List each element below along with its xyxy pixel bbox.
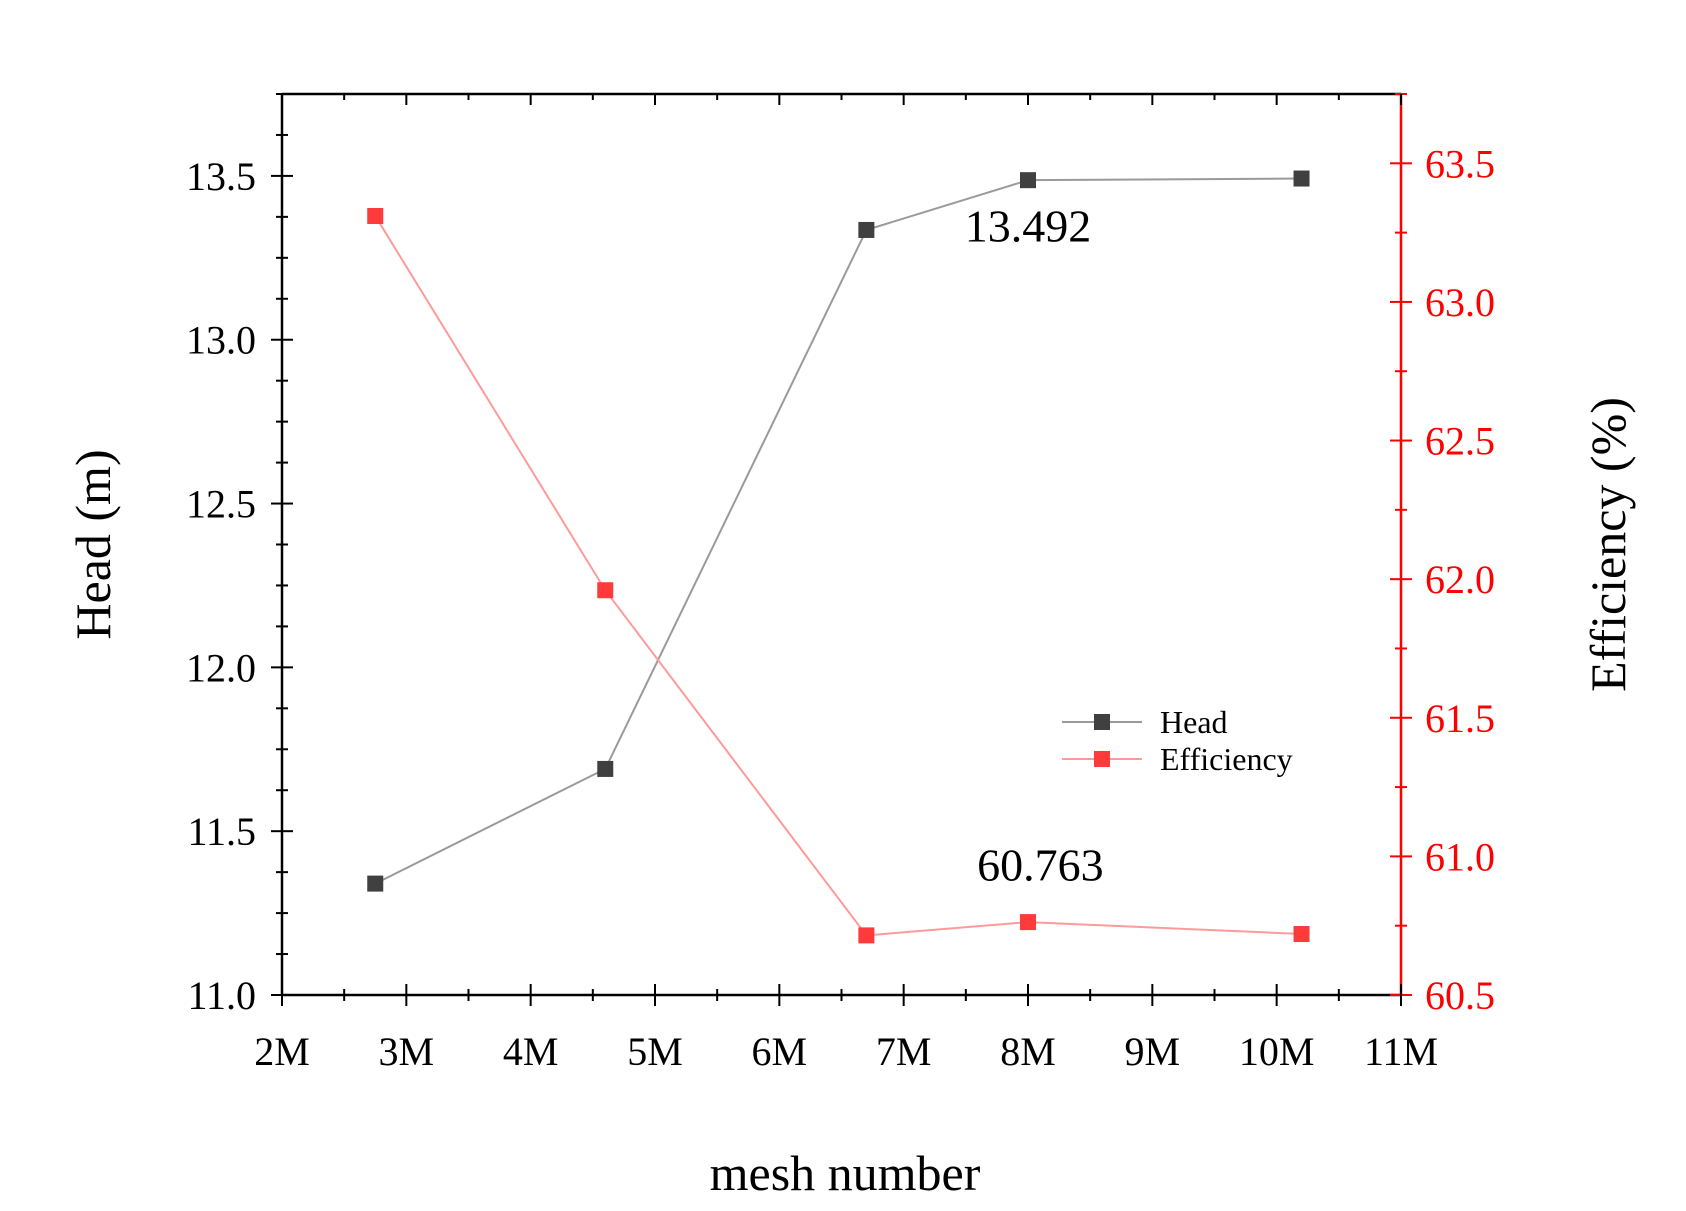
left-tick-label: 13.0 xyxy=(186,318,256,363)
right-tick-label: 63.0 xyxy=(1425,280,1495,325)
legend-marker-efficiency xyxy=(1094,751,1110,767)
data-point-head xyxy=(1020,172,1036,189)
data-point-head xyxy=(597,760,614,777)
data-point-efficiency xyxy=(1293,926,1310,943)
left-tick-label: 11.0 xyxy=(187,973,256,1018)
series-line-efficiency xyxy=(374,215,1302,937)
x-axis-title: mesh number xyxy=(710,1145,981,1201)
series-layer xyxy=(367,170,1310,944)
annotation-label: 13.492 xyxy=(965,200,1092,251)
left-tick-label: 12.0 xyxy=(186,645,256,690)
data-point-efficiency xyxy=(597,582,614,599)
data-point-efficiency xyxy=(1020,914,1036,931)
x-tick-label: 7M xyxy=(876,1029,932,1074)
x-tick-label: 5M xyxy=(627,1029,683,1074)
right-axis-title: Efficiency (%) xyxy=(1580,397,1636,692)
left-tick-label: 12.5 xyxy=(186,482,256,527)
right-tick-label: 63.5 xyxy=(1425,141,1495,186)
left-tick-label: 11.5 xyxy=(187,809,256,854)
left-axis-title: Head (m) xyxy=(65,449,121,639)
data-point-head xyxy=(1293,170,1310,187)
x-tick-label: 9M xyxy=(1125,1029,1181,1074)
x-tick-label: 2M xyxy=(254,1029,310,1074)
data-point-efficiency xyxy=(858,927,875,944)
legend-label: Efficiency xyxy=(1160,741,1293,777)
x-tick-label: 3M xyxy=(379,1029,435,1074)
legend-label: Head xyxy=(1160,704,1228,740)
right-tick-label: 61.5 xyxy=(1425,696,1495,741)
data-point-efficiency xyxy=(367,207,384,224)
data-point-head xyxy=(858,221,875,238)
right-tick-label: 62.5 xyxy=(1425,419,1495,464)
series-line-head xyxy=(374,177,1302,885)
left-tick-label: 13.5 xyxy=(186,154,256,199)
right-tick-label: 60.5 xyxy=(1425,973,1495,1018)
right-tick-label: 62.0 xyxy=(1425,557,1495,602)
x-tick-label: 10M xyxy=(1239,1029,1315,1074)
right-tick-label: 61.0 xyxy=(1425,834,1495,879)
data-point-head xyxy=(367,875,384,892)
labels-layer: 11.0 11.5 12.0 12.5 13.0 13.5 60.5 61.0 61.5 62.0… xyxy=(65,141,1636,1201)
x-tick-label: 8M xyxy=(1000,1029,1056,1074)
x-tick-label: 4M xyxy=(503,1029,559,1074)
legend-marker-head xyxy=(1094,714,1110,730)
x-tick-label: 11M xyxy=(1364,1029,1438,1074)
annotation-label: 60.763 xyxy=(977,839,1104,890)
axes-layer xyxy=(271,92,1412,1006)
x-tick-label: 6M xyxy=(752,1029,808,1074)
